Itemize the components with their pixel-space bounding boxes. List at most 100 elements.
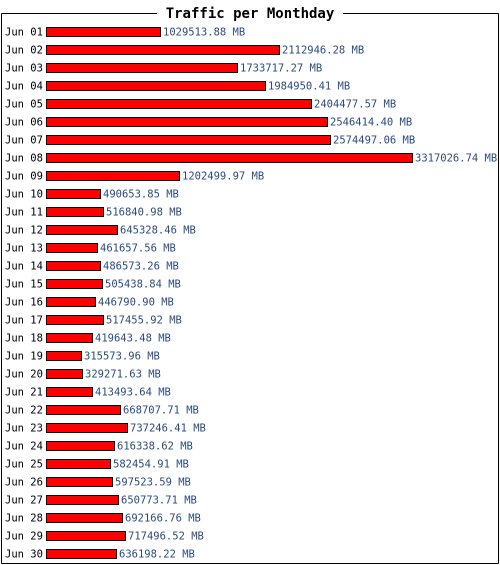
- chart-row: Jun 03 1733717.27 MB: [5, 63, 322, 75]
- value-label: 516840.98 MB: [106, 207, 182, 219]
- bar: [46, 477, 113, 487]
- value-label: 1733717.27 MB: [240, 63, 322, 75]
- value-label: 2574497.06 MB: [333, 135, 415, 147]
- bar: [46, 135, 331, 145]
- chart-row: Jun 29 717496.52 MB: [5, 531, 204, 543]
- value-label: 461657.56 MB: [100, 243, 176, 255]
- bar: [46, 351, 82, 361]
- bar: [46, 315, 104, 325]
- value-label: 616338.62 MB: [117, 441, 193, 453]
- day-label: Jun 30: [5, 549, 43, 561]
- chart-title: Traffic per Monthday: [166, 6, 335, 22]
- day-label: Jun 08: [5, 153, 43, 165]
- chart-row: Jun 22 668707.71 MB: [5, 405, 199, 417]
- bar: [46, 513, 123, 523]
- bar: [46, 189, 101, 199]
- day-label: Jun 18: [5, 333, 43, 345]
- day-label: Jun 24: [5, 441, 43, 453]
- bar: [46, 207, 104, 217]
- bar: [46, 153, 413, 163]
- bar: [46, 261, 101, 271]
- value-label: 2112946.28 MB: [282, 45, 364, 57]
- chart-row: Jun 18 419643.48 MB: [5, 333, 171, 345]
- day-label: Jun 01: [5, 27, 43, 39]
- chart-row: Jun 05 2404477.57 MB: [5, 99, 396, 111]
- chart-row: Jun 10 490653.85 MB: [5, 189, 179, 201]
- chart-row: Jun 19 315573.96 MB: [5, 351, 160, 363]
- bar: [46, 423, 128, 433]
- day-label: Jun 04: [5, 81, 43, 93]
- value-label: 329271.63 MB: [85, 369, 161, 381]
- value-label: 2546414.40 MB: [330, 117, 412, 129]
- value-label: 1984950.41 MB: [268, 81, 350, 93]
- bar: [46, 225, 118, 235]
- day-label: Jun 17: [5, 315, 43, 327]
- day-label: Jun 25: [5, 459, 43, 471]
- day-label: Jun 26: [5, 477, 43, 489]
- chart-row: Jun 17 517455.92 MB: [5, 315, 182, 327]
- bar: [46, 81, 266, 91]
- chart-row: Jun 27 650773.71 MB: [5, 495, 197, 507]
- chart-row: Jun 28 692166.76 MB: [5, 513, 201, 525]
- bar: [46, 63, 238, 73]
- bar: [46, 441, 115, 451]
- value-label: 737246.41 MB: [130, 423, 206, 435]
- chart-row: Jun 14 486573.26 MB: [5, 261, 179, 273]
- day-label: Jun 21: [5, 387, 43, 399]
- bar: [46, 369, 83, 379]
- bar: [46, 387, 93, 397]
- value-label: 650773.71 MB: [121, 495, 197, 507]
- day-label: Jun 15: [5, 279, 43, 291]
- value-label: 315573.96 MB: [84, 351, 160, 363]
- bar: [46, 549, 117, 559]
- day-label: Jun 09: [5, 171, 43, 183]
- day-label: Jun 13: [5, 243, 43, 255]
- value-label: 486573.26 MB: [103, 261, 179, 273]
- chart-row: Jun 23 737246.41 MB: [5, 423, 206, 435]
- chart-row: Jun 04 1984950.41 MB: [5, 81, 350, 93]
- value-label: 582454.91 MB: [113, 459, 189, 471]
- bar: [46, 27, 161, 37]
- chart-row: Jun 08 3317026.74 MB: [5, 153, 497, 165]
- value-label: 446790.90 MB: [98, 297, 174, 309]
- day-label: Jun 05: [5, 99, 43, 111]
- chart-row: Jun 09 1202499.97 MB: [5, 171, 264, 183]
- chart-row: Jun 20 329271.63 MB: [5, 369, 161, 381]
- value-label: 490653.85 MB: [103, 189, 179, 201]
- bar: [46, 459, 111, 469]
- day-label: Jun 22: [5, 405, 43, 417]
- day-label: Jun 06: [5, 117, 43, 129]
- chart-row: Jun 30 636198.22 MB: [5, 549, 195, 561]
- value-label: 645328.46 MB: [120, 225, 196, 237]
- value-label: 597523.59 MB: [115, 477, 191, 489]
- bar: [46, 279, 103, 289]
- chart-row: Jun 12 645328.46 MB: [5, 225, 196, 237]
- value-label: 1202499.97 MB: [182, 171, 264, 183]
- bar: [46, 171, 180, 181]
- day-label: Jun 28: [5, 513, 43, 525]
- day-label: Jun 23: [5, 423, 43, 435]
- value-label: 3317026.74 MB: [415, 153, 497, 165]
- chart-row: Jun 01 1029513.88 MB: [5, 27, 245, 39]
- chart-row: Jun 07 2574497.06 MB: [5, 135, 415, 147]
- value-label: 692166.76 MB: [125, 513, 201, 525]
- value-label: 717496.52 MB: [128, 531, 204, 543]
- bar: [46, 495, 119, 505]
- value-label: 2404477.57 MB: [314, 99, 396, 111]
- day-label: Jun 29: [5, 531, 43, 543]
- bar: [46, 531, 126, 541]
- bar: [46, 45, 280, 55]
- chart-row: Jun 13 461657.56 MB: [5, 243, 176, 255]
- chart-row: Jun 25 582454.91 MB: [5, 459, 189, 471]
- bar: [46, 297, 96, 307]
- chart-row: Jun 02 2112946.28 MB: [5, 45, 364, 57]
- value-label: 636198.22 MB: [119, 549, 195, 561]
- chart-row: Jun 21 413493.64 MB: [5, 387, 171, 399]
- chart-row: Jun 06 2546414.40 MB: [5, 117, 412, 129]
- chart-rows: Jun 01 1029513.88 MB Jun 02 2112946.28 MB Ju…: [5, 27, 497, 561]
- day-label: Jun 07: [5, 135, 43, 147]
- value-label: 668707.71 MB: [123, 405, 199, 417]
- day-label: Jun 19: [5, 351, 43, 363]
